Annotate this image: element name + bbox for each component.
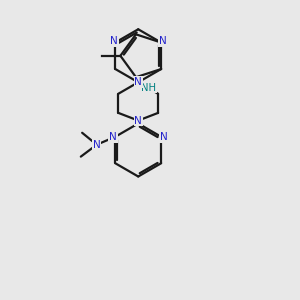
Text: N: N — [159, 36, 167, 46]
Text: N: N — [109, 132, 117, 142]
Text: N: N — [110, 36, 118, 46]
Text: NH: NH — [141, 82, 156, 92]
Text: N: N — [93, 140, 101, 150]
Text: N: N — [134, 116, 142, 126]
Text: N: N — [134, 77, 142, 87]
Text: N: N — [160, 132, 167, 142]
